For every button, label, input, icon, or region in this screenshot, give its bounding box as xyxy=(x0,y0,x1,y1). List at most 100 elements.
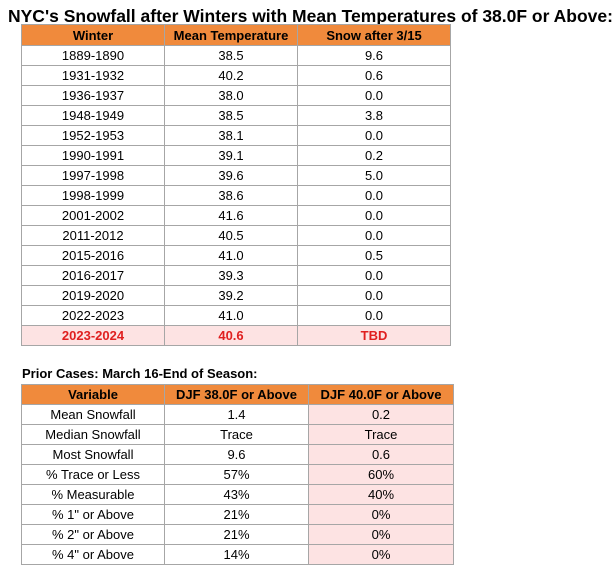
cell-snow-after: 0.0 xyxy=(297,265,451,286)
cell-djf-40: 0% xyxy=(308,524,454,545)
table-row: % 4" or Above 14% 0% xyxy=(21,544,454,565)
table-row: 1998-1999 38.6 0.0 xyxy=(21,185,451,206)
cell-snow-after: 3.8 xyxy=(297,105,451,126)
cell-djf-40: 0.6 xyxy=(308,444,454,465)
cell-variable: % Measurable xyxy=(21,484,165,505)
cell-mean-temperature: 40.6 xyxy=(164,325,298,346)
table-header-row: Variable DJF 38.0F or Above DJF 40.0F or… xyxy=(21,384,454,405)
cell-winter: 1952-1953 xyxy=(21,125,165,146)
table-row: 1990-1991 39.1 0.2 xyxy=(21,145,451,166)
cell-djf-38: Trace xyxy=(164,424,309,445)
table-row: 1948-1949 38.5 3.8 xyxy=(21,105,451,126)
cell-snow-after: 0.5 xyxy=(297,245,451,266)
table-row: 2011-2012 40.5 0.0 xyxy=(21,225,451,246)
cell-snow-after: 0.0 xyxy=(297,225,451,246)
table-row: 1952-1953 38.1 0.0 xyxy=(21,125,451,146)
winters-table: Winter Mean Temperature Snow after 3/15 … xyxy=(21,24,451,346)
table-row: 1931-1932 40.2 0.6 xyxy=(21,65,451,86)
cell-winter: 2019-2020 xyxy=(21,285,165,306)
cell-snow-after: 0.0 xyxy=(297,85,451,106)
cell-winter: 2011-2012 xyxy=(21,225,165,246)
cell-mean-temperature: 38.6 xyxy=(164,185,298,206)
table-row: % Measurable 43% 40% xyxy=(21,484,454,505)
table-row: Most Snowfall 9.6 0.6 xyxy=(21,444,454,465)
column-header-snow-after: Snow after 3/15 xyxy=(297,24,451,46)
cell-snow-after: 0.0 xyxy=(297,305,451,326)
cell-djf-38: 9.6 xyxy=(164,444,309,465)
cell-winter: 1931-1932 xyxy=(21,65,165,86)
cell-mean-temperature: 41.6 xyxy=(164,205,298,226)
table-row: 2015-2016 41.0 0.5 xyxy=(21,245,451,266)
cell-snow-after: 0.0 xyxy=(297,285,451,306)
cell-variable: Most Snowfall xyxy=(21,444,165,465)
column-header-djf-38: DJF 38.0F or Above xyxy=(164,384,309,405)
cell-djf-40: 60% xyxy=(308,464,454,485)
table-row: % 2" or Above 21% 0% xyxy=(21,524,454,545)
cell-mean-temperature: 39.1 xyxy=(164,145,298,166)
cell-snow-after: 9.6 xyxy=(297,45,451,66)
cell-djf-38: 21% xyxy=(164,524,309,545)
cell-djf-40: 0.2 xyxy=(308,404,454,425)
cell-variable: % 2" or Above xyxy=(21,524,165,545)
table-row: 2019-2020 39.2 0.0 xyxy=(21,285,451,306)
cell-djf-38: 43% xyxy=(164,484,309,505)
cell-variable: Mean Snowfall xyxy=(21,404,165,425)
cell-winter: 2015-2016 xyxy=(21,245,165,266)
cell-snow-after: 0.0 xyxy=(297,185,451,206)
cell-djf-38: 1.4 xyxy=(164,404,309,425)
table-row: 1997-1998 39.6 5.0 xyxy=(21,165,451,186)
cell-snow-after: 0.2 xyxy=(297,145,451,166)
cell-winter: 1936-1937 xyxy=(21,85,165,106)
cell-djf-38: 57% xyxy=(164,464,309,485)
cell-snow-after: TBD xyxy=(297,325,451,346)
column-header-mean-temperature: Mean Temperature xyxy=(164,24,298,46)
table-row: Median Snowfall Trace Trace xyxy=(21,424,454,445)
column-header-variable: Variable xyxy=(21,384,165,405)
cell-mean-temperature: 38.0 xyxy=(164,85,298,106)
cell-snow-after: 5.0 xyxy=(297,165,451,186)
current-winter-row: 2023-2024 40.6 TBD xyxy=(21,325,451,346)
column-header-winter: Winter xyxy=(21,24,165,46)
column-header-djf-40: DJF 40.0F or Above xyxy=(308,384,454,405)
table-header-row: Winter Mean Temperature Snow after 3/15 xyxy=(21,24,451,46)
cell-mean-temperature: 39.6 xyxy=(164,165,298,186)
cell-mean-temperature: 38.5 xyxy=(164,105,298,126)
cell-mean-temperature: 39.3 xyxy=(164,265,298,286)
cell-winter: 2001-2002 xyxy=(21,205,165,226)
cell-djf-38: 14% xyxy=(164,544,309,565)
cell-djf-38: 21% xyxy=(164,504,309,525)
table-row: 1936-1937 38.0 0.0 xyxy=(21,85,451,106)
cell-winter: 2022-2023 xyxy=(21,305,165,326)
cell-winter: 1997-1998 xyxy=(21,165,165,186)
table-row: % 1" or Above 21% 0% xyxy=(21,504,454,525)
cell-mean-temperature: 41.0 xyxy=(164,245,298,266)
cell-djf-40: 0% xyxy=(308,544,454,565)
cell-winter: 2016-2017 xyxy=(21,265,165,286)
cell-mean-temperature: 40.2 xyxy=(164,65,298,86)
cell-mean-temperature: 41.0 xyxy=(164,305,298,326)
cell-djf-40: 40% xyxy=(308,484,454,505)
cell-winter: 1948-1949 xyxy=(21,105,165,126)
cell-winter: 1990-1991 xyxy=(21,145,165,166)
cell-djf-40: Trace xyxy=(308,424,454,445)
cell-variable: % 1" or Above xyxy=(21,504,165,525)
cell-mean-temperature: 38.5 xyxy=(164,45,298,66)
cell-mean-temperature: 39.2 xyxy=(164,285,298,306)
cell-snow-after: 0.0 xyxy=(297,125,451,146)
cell-djf-40: 0% xyxy=(308,504,454,525)
table-row: 1889-1890 38.5 9.6 xyxy=(21,45,451,66)
cell-mean-temperature: 40.5 xyxy=(164,225,298,246)
cell-snow-after: 0.6 xyxy=(297,65,451,86)
cell-winter: 1998-1999 xyxy=(21,185,165,206)
page-title: NYC's Snowfall after Winters with Mean T… xyxy=(8,6,612,26)
cell-variable: % 4" or Above xyxy=(21,544,165,565)
prior-cases-subtitle: Prior Cases: March 16-End of Season: xyxy=(22,366,258,381)
table-row: 2022-2023 41.0 0.0 xyxy=(21,305,451,326)
cell-winter: 1889-1890 xyxy=(21,45,165,66)
cell-snow-after: 0.0 xyxy=(297,205,451,226)
table-row: Mean Snowfall 1.4 0.2 xyxy=(21,404,454,425)
cell-mean-temperature: 38.1 xyxy=(164,125,298,146)
table-row: % Trace or Less 57% 60% xyxy=(21,464,454,485)
prior-cases-table: Variable DJF 38.0F or Above DJF 40.0F or… xyxy=(21,384,454,565)
table-row: 2016-2017 39.3 0.0 xyxy=(21,265,451,286)
